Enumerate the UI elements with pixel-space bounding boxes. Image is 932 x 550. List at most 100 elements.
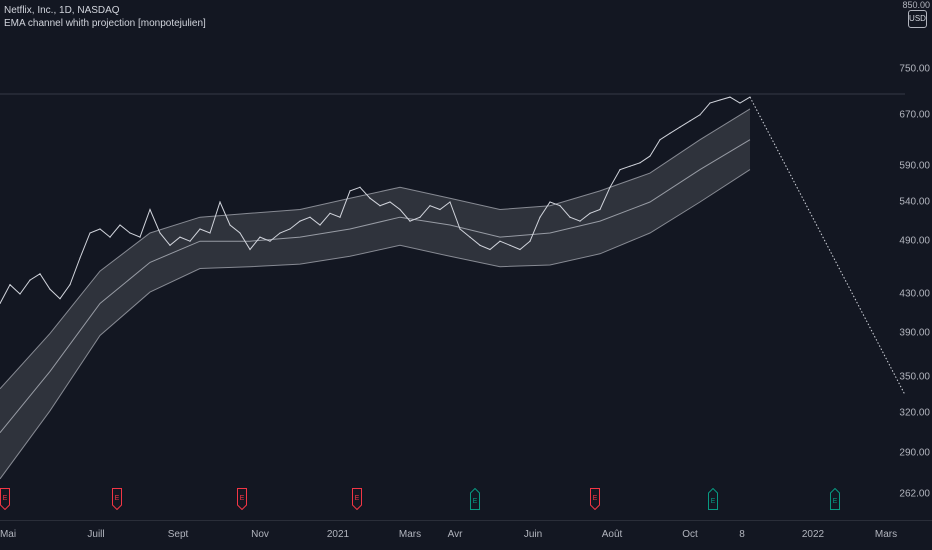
price-point [379,205,381,207]
price-point [119,224,121,226]
price-point [569,216,571,218]
price-point [299,220,301,222]
price-point [19,293,21,295]
price-point [329,212,331,214]
price-point [619,169,621,171]
earnings-flag-icon[interactable]: E [590,488,600,510]
price-point [99,228,101,230]
chart-area[interactable] [0,0,906,520]
price-point [639,162,641,164]
price-point [459,228,461,230]
price-tick-label: 490.00 [899,235,930,247]
price-point [29,279,31,281]
earnings-flag-icon[interactable]: E [0,488,10,510]
time-tick-label: Sept [167,529,189,540]
price-point [69,284,71,286]
earnings-flag-icon[interactable]: E [352,488,362,510]
price-point [589,212,591,214]
price-tick-label: 670.00 [899,109,930,121]
price-point [449,201,451,203]
price-tick-label: 590.00 [899,160,930,172]
price-point [599,208,601,211]
time-tick-label: Mai [0,529,17,540]
price-point [489,248,491,251]
price-series [0,96,751,305]
price-chart[interactable] [0,0,906,520]
earnings-flag-icon[interactable]: E [237,488,247,510]
price-point [389,201,391,203]
price-point [229,224,231,226]
price-point [679,126,681,128]
time-tick-label: Mars [874,529,898,540]
price-point [659,139,661,141]
price-point [49,288,51,290]
earnings-flag-icon[interactable]: E [112,488,122,510]
price-point [139,236,141,238]
time-tick-label: Juin [523,529,543,540]
price-point [409,220,411,222]
price-point [399,208,401,211]
price-point [579,220,581,222]
time-tick-label: 2022 [801,529,825,540]
time-axis[interactable]: Mai Juill Sept Nov 2021 Mars Avr Juin Août Oct 8 20… [0,520,932,550]
price-point [169,244,171,246]
earnings-flag-outline [590,488,600,510]
earnings-flag-letter: E [473,498,478,505]
price-line [0,96,751,304]
price-point [319,224,321,226]
price-point [129,232,131,234]
price-point [509,244,511,246]
earnings-flag-outline [830,488,840,510]
price-point [189,240,191,242]
price-point [209,232,211,234]
earnings-flag-icon[interactable]: E [708,488,718,510]
price-point [629,165,631,167]
price-point [0,302,1,305]
earnings-flag-outline [708,488,718,510]
time-tick-label: Mars [398,529,422,540]
price-point [309,216,311,218]
earnings-flag-icon[interactable]: E [830,488,840,510]
price-point [279,232,281,234]
price-point [239,232,241,234]
time-tick-label: Oct [682,529,698,540]
price-point [79,257,81,259]
indicator-title[interactable]: EMA channel whith projection [monpotejul… [4,18,206,29]
time-tick-label: 2021 [326,529,350,540]
projection-line [749,96,906,396]
price-point [339,216,341,218]
price-point [739,102,741,104]
price-tick-label: 262.00 [899,488,930,500]
earnings-flag-letter: E [355,495,360,502]
channel-upper-line [0,108,751,390]
price-point [419,216,421,218]
price-axis[interactable]: 850.00 750.00 670.00 590.00 540.00 490.00 430… [899,0,932,520]
time-tick-label: Août [601,529,623,540]
symbol-title[interactable]: Netflix, Inc., 1D, NASDAQ [4,5,120,16]
price-point [259,236,261,238]
price-point [519,248,521,251]
price-point [439,208,441,211]
price-point [269,240,271,242]
earnings-flag-letter: E [115,495,120,502]
price-tick-label: 750.00 [899,63,930,75]
price-point [699,114,701,116]
earnings-flag-outline [0,488,10,510]
channel-band [0,108,750,479]
price-point [89,232,91,234]
price-point [349,190,351,192]
price-tick-label: 350.00 [899,371,930,383]
ema-line [0,139,751,434]
price-point [249,248,251,251]
legend: Netflix, Inc., 1D, NASDAQ EMA channel wh… [4,4,206,30]
currency-badge[interactable]: USD [908,10,927,28]
earnings-flag-letter: E [833,498,838,505]
earnings-flag-icon[interactable]: E [470,488,480,510]
price-point [719,99,721,101]
price-tick-label: 390.00 [899,327,930,339]
price-point [669,132,671,134]
price-point [9,284,11,286]
price-point [689,120,691,122]
earnings-flag-outline [237,488,247,510]
price-point [559,205,561,207]
